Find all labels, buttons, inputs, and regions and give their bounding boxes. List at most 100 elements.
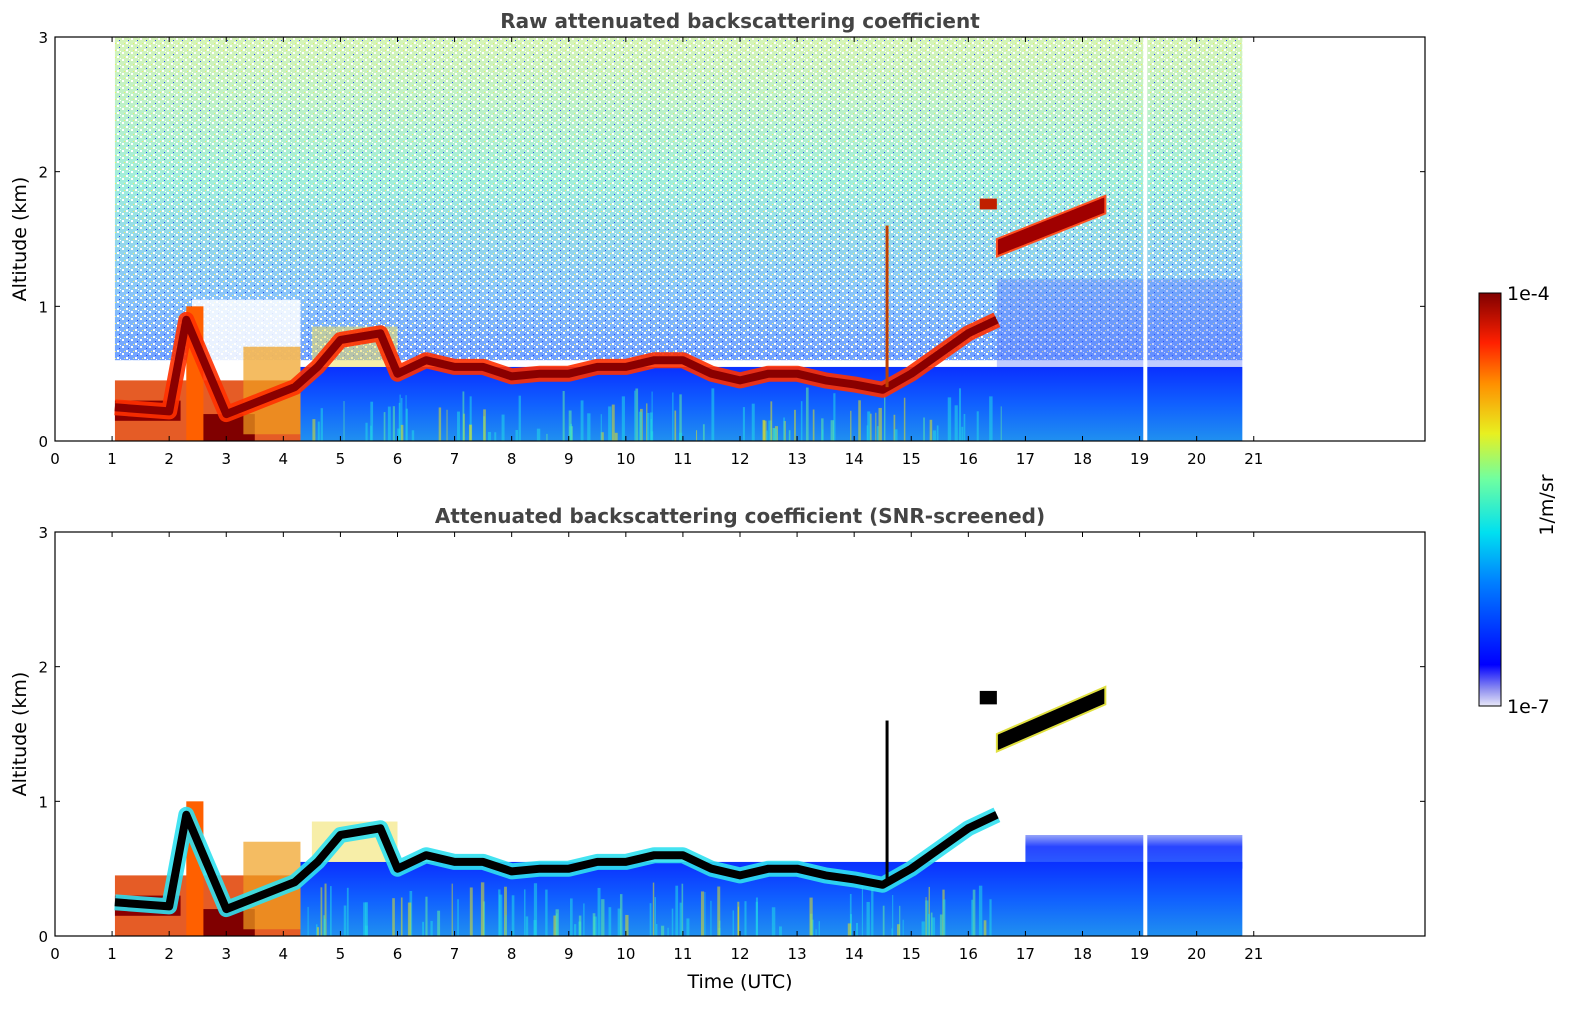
streak <box>483 409 486 441</box>
x-tick-label: 15 <box>902 945 921 963</box>
streak <box>958 388 962 441</box>
streak <box>457 411 460 441</box>
streak <box>494 432 497 441</box>
streak <box>438 407 442 441</box>
streak <box>469 424 472 441</box>
streak <box>480 882 485 936</box>
streak <box>601 899 605 936</box>
x-tick-label: 6 <box>393 450 403 468</box>
x-tick-label: 9 <box>564 450 574 468</box>
streak <box>963 413 966 441</box>
elevated-layer <box>995 685 1107 754</box>
streak <box>498 894 503 936</box>
streak <box>387 406 391 441</box>
streak <box>619 894 623 936</box>
data-gap <box>1143 37 1148 441</box>
streak <box>330 886 332 936</box>
streak <box>809 897 813 936</box>
x-tick-label: 19 <box>1130 450 1149 468</box>
x-tick-label: 0 <box>50 450 60 468</box>
streak <box>744 901 747 936</box>
data-gap <box>1143 532 1148 936</box>
x-tick-label: 3 <box>221 450 231 468</box>
x-tick-label: 5 <box>336 450 346 468</box>
streak <box>989 899 992 936</box>
streak <box>675 885 679 936</box>
streak <box>625 914 629 936</box>
streak <box>921 921 925 936</box>
x-tick-label: 5 <box>336 945 346 963</box>
streak <box>469 887 473 936</box>
backscatter-field <box>114 532 1243 936</box>
streak <box>650 418 652 441</box>
streak <box>869 413 872 441</box>
streak <box>638 411 643 441</box>
x-tick-label: 21 <box>1244 945 1263 963</box>
streak <box>983 920 987 936</box>
streak <box>525 916 529 936</box>
streak <box>343 401 345 441</box>
streak <box>878 407 882 441</box>
streak <box>755 897 758 936</box>
streak <box>710 900 712 936</box>
x-tick-label: 13 <box>788 450 807 468</box>
streak <box>947 397 952 441</box>
streak <box>363 902 367 936</box>
x-tick-label: 17 <box>1016 945 1035 963</box>
streak <box>882 905 885 936</box>
streak <box>545 889 548 936</box>
streak <box>925 900 929 936</box>
streak <box>533 920 537 936</box>
streak <box>978 885 983 936</box>
streak <box>324 918 326 936</box>
y-axis-label: Altitude (km) <box>9 177 31 302</box>
streak <box>702 424 705 441</box>
streak <box>971 899 974 936</box>
streak <box>751 403 755 441</box>
x-tick-label: 7 <box>450 945 460 963</box>
streak <box>392 406 395 441</box>
streak <box>405 395 407 441</box>
streak <box>866 901 870 936</box>
streak <box>884 395 886 441</box>
y-tick-label: 1 <box>38 298 48 316</box>
streak <box>931 917 936 936</box>
streak <box>815 929 817 936</box>
streak <box>654 897 656 936</box>
streak <box>634 390 636 441</box>
panel-title: Raw attenuated backscattering coefficien… <box>500 9 980 33</box>
streak <box>451 883 453 936</box>
streak <box>681 883 684 936</box>
streak <box>312 419 316 441</box>
colorbar-unit-label: 1/m/sr <box>1536 474 1558 535</box>
streak <box>446 409 448 441</box>
streak <box>370 401 374 441</box>
streak <box>812 409 815 441</box>
streak <box>893 414 896 441</box>
streak <box>587 413 591 441</box>
streak <box>462 391 465 441</box>
x-tick-label: 1 <box>107 945 117 963</box>
streak <box>324 883 327 936</box>
streak <box>411 430 415 441</box>
streak <box>608 907 612 936</box>
x-tick-label: 2 <box>164 945 174 963</box>
streak <box>383 412 386 441</box>
x-tick-label: 12 <box>730 945 749 963</box>
streak <box>929 419 933 441</box>
colorbar-min-label: 1e-7 <box>1507 696 1550 718</box>
streak <box>788 430 791 441</box>
streak <box>923 417 925 441</box>
streak <box>679 432 683 441</box>
streak <box>646 412 650 441</box>
streak <box>925 897 927 936</box>
x-tick-label: 14 <box>845 450 864 468</box>
streak <box>346 887 349 936</box>
streak <box>600 432 604 441</box>
x-tick-label: 16 <box>959 450 978 468</box>
streak <box>936 425 939 441</box>
streak <box>518 395 521 441</box>
streak <box>320 887 323 936</box>
streak <box>932 430 937 441</box>
streak <box>768 420 772 441</box>
